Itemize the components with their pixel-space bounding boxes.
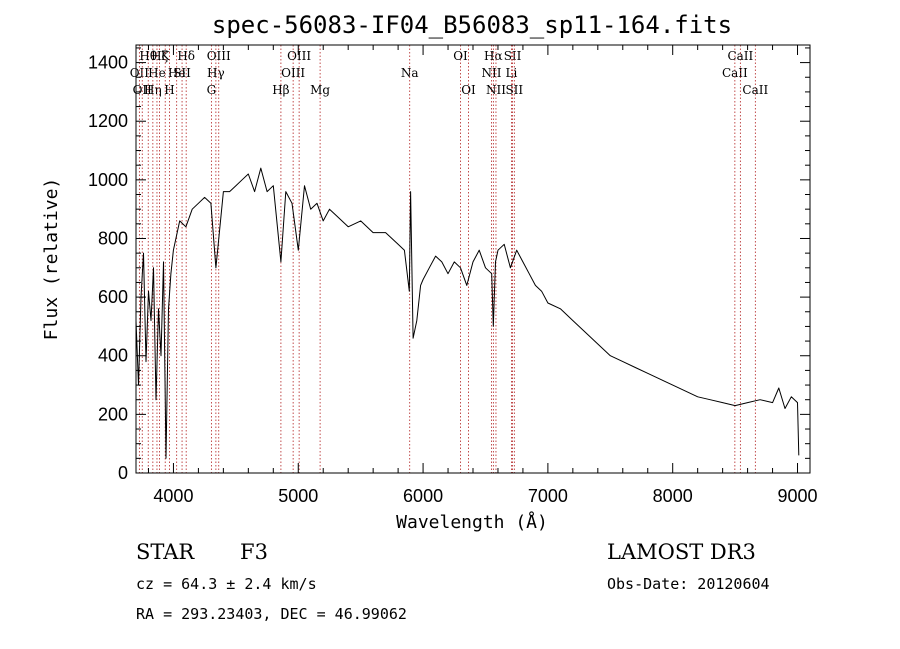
series-line-flux [135,167,800,459]
x-axis: 4000 5000 6000 7000 8000 9000 [147,45,818,506]
x-tick-label-7000: 7000 [528,486,568,506]
object-class: STAR [136,540,195,564]
x-tick-label-8000: 8000 [653,486,693,506]
y-tick-label-400: 400 [98,346,128,366]
line-marker-label-24: Li [506,66,518,80]
y-tick-label-1400: 1400 [88,53,128,73]
line-marker-label-11: G [207,83,217,97]
line-marker-label-23: NII [486,83,506,97]
line-marker-label-0: OII [130,66,150,80]
line-marker-label-10: Hδ [177,49,195,63]
line-marker-label-28: CaII [727,49,753,63]
line-marker-label-19: OI [453,49,468,63]
line-marker-label-20: OI [461,83,476,97]
y-tick-label-200: 200 [98,404,128,424]
x-tick-label-9000: 9000 [777,486,817,506]
y-tick-label-1000: 1000 [88,170,128,190]
line-marker-label-15: OIII [281,66,305,80]
y-tick-label-600: 600 [98,287,128,307]
x-axis-label: Wavelength (Å) [396,511,548,533]
x-tick-label-6000: 6000 [403,486,443,506]
y-tick-label-0: 0 [118,463,128,483]
line-marker-label-18: Na [401,66,419,80]
y-tick-label-1200: 1200 [88,111,128,131]
series-group [135,167,800,459]
coordinates: RA = 293.23403, DEC = 46.99062 [136,605,407,623]
line-marker-label-21: NII [481,66,501,80]
x-tick-label-4000: 4000 [153,486,193,506]
y-axis-label: Flux (relative) [41,178,62,341]
line-marker-label-7: H [164,83,174,97]
line-marker-label-25: SII [504,49,522,63]
line-marker-label-12: Hγ [207,66,225,80]
line-marker-label-3: Hη [144,83,162,97]
line-marker-label-16: OIII [287,49,311,63]
survey-name: LAMOST DR3 [607,540,756,564]
line-marker-label-4: He [148,66,166,80]
chart-title: spec-56083-IF04_B56083_sp11-164.fits [212,11,732,39]
line-marker-label-8: He [168,66,186,80]
object-subclass: F3 [240,540,268,564]
line-marker-label-1: OII [133,83,153,97]
line-marker-label-5: Hζ [151,49,168,63]
y-axis: 0 200 400 600 800 1000 1200 1400 [88,47,810,483]
redshift-cz: cz = 64.3 ± 2.4 km/s [136,575,317,593]
line-marker-label-27: CaII [722,66,748,80]
line-marker-label-26: SII [505,83,523,97]
line-marker-label-29: CaII [742,83,768,97]
line-marker-label-6: K [161,49,171,63]
line-marker-label-9: SII [173,66,191,80]
x-tick-label-5000: 5000 [278,486,318,506]
plot-frame [135,44,811,474]
line-marker-label-17: Mg [310,83,330,97]
line-marker-label-13: OIII [207,49,231,63]
obs-date: Obs-Date: 20120604 [607,575,770,593]
line-marker-label-22: Hα [484,49,503,63]
line-marker-label-14: Hβ [272,83,289,97]
y-tick-label-800: 800 [98,228,128,248]
line-markers: OIIOIIHθHηHeHζKHHeSIIHδGHγOIIIHβOIIIOIII… [130,45,768,473]
